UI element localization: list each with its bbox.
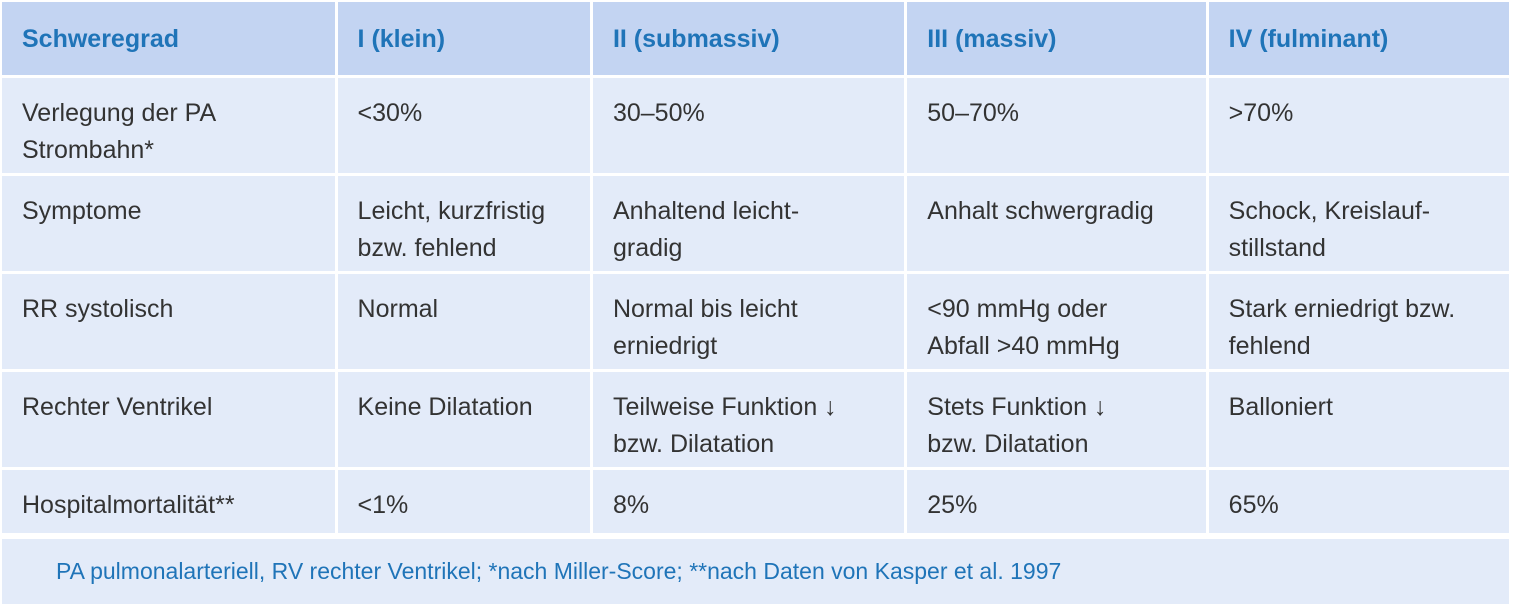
table-cell: <1% [337, 470, 590, 533]
table-cell: Schock, Kreislauf-stillstand [1208, 176, 1509, 271]
table-cell: Teilweise Funktion ↓ bzw. Dilatation [592, 372, 905, 467]
header-cell-schweregrad: Schweregrad [2, 2, 335, 75]
header-cell-grade-1: I (klein) [337, 2, 590, 75]
table-cell: Stark erniedrigt bzw. fehlend [1208, 274, 1509, 369]
table-cell: 30–50% [592, 78, 905, 173]
row-label-cell: Hospitalmortalität** [2, 470, 335, 533]
header-cell-grade-3: III (massiv) [907, 2, 1206, 75]
table-cell: Leicht, kurzfristig bzw. fehlend [337, 176, 590, 271]
table-cell: >70% [1208, 78, 1509, 173]
table-cell: Keine Dilatation [337, 372, 590, 467]
footnote-cell: PA pulmonalarteriell, RV rechter Ventrik… [2, 539, 1509, 604]
header-cell-grade-2: II (submassiv) [592, 2, 905, 75]
table-row: Verlegung der PA Strombahn* <30% 30–50% 5… [2, 78, 1509, 173]
row-label-cell: RR systolisch [2, 274, 335, 369]
table-cell: Balloniert [1208, 372, 1509, 467]
table-cell: 8% [592, 470, 905, 533]
table-cell: Anhalt schwergradig [907, 176, 1206, 271]
table-cell: <30% [337, 78, 590, 173]
table-row: RR systolisch Normal Normal bis leicht er… [2, 274, 1509, 369]
table-header-row: Schweregrad I (klein) II (submassiv) III… [2, 2, 1509, 75]
table-cell: Normal [337, 274, 590, 369]
table-cell: Anhaltend leicht-gradig [592, 176, 905, 271]
table-cell: Normal bis leicht erniedrigt [592, 274, 905, 369]
table-cell: 65% [1208, 470, 1509, 533]
table-cell: <90 mmHg oder Abfall >40 mmHg [907, 274, 1206, 369]
table-row: Symptome Leicht, kurzfristig bzw. fehlend… [2, 176, 1509, 271]
table-cell: 50–70% [907, 78, 1206, 173]
footnote-row: PA pulmonalarteriell, RV rechter Ventrik… [2, 539, 1509, 604]
table-cell: Stets Funktion ↓ bzw. Dilatation [907, 372, 1206, 467]
footnote-text: PA pulmonalarteriell, RV rechter Ventrik… [56, 558, 1062, 584]
table-row: Rechter Ventrikel Keine Dilatation Teilw… [2, 372, 1509, 467]
table-cell: 25% [907, 470, 1206, 533]
row-label-cell: Rechter Ventrikel [2, 372, 335, 467]
row-label-cell: Verlegung der PA Strombahn* [2, 78, 335, 173]
table-row: Hospitalmortalität** <1% 8% 25% 65% [2, 470, 1509, 533]
header-cell-grade-4: IV (fulminant) [1208, 2, 1509, 75]
row-label-cell: Symptome [2, 176, 335, 271]
